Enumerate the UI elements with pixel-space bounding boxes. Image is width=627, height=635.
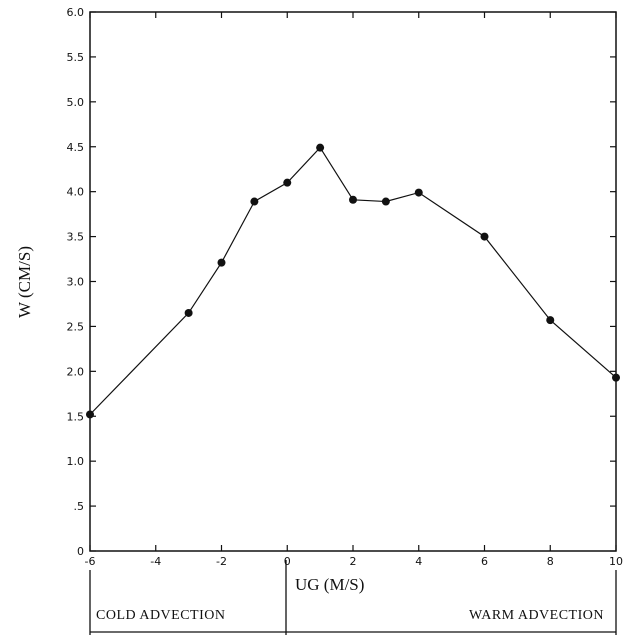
y-axis-title: W (CM/S): [15, 246, 34, 318]
x-tick-label: -2: [216, 555, 227, 568]
data-point: [250, 197, 259, 206]
x-tick-label: 8: [547, 555, 554, 568]
x-tick-label: 0: [284, 555, 291, 568]
y-tick-label: 1.0: [67, 455, 85, 468]
x-tick-label: 10: [609, 555, 623, 568]
plot-frame: [89, 11, 617, 552]
data-point: [316, 143, 325, 152]
y-tick-label: 4.5: [67, 141, 85, 154]
advection-regions: COLD ADVECTION WARM ADVECTION: [89, 560, 617, 635]
data-point: [381, 197, 390, 206]
x-tick-label: 4: [415, 555, 422, 568]
data-point: [217, 258, 226, 267]
region-label-warm: WARM ADVECTION: [469, 608, 604, 623]
region-label-cold: COLD ADVECTION: [96, 608, 226, 623]
data-point: [184, 308, 193, 317]
data-point: [86, 410, 94, 419]
data-point: [283, 178, 292, 187]
x-tick-label: -4: [150, 555, 161, 568]
y-tick-label: 4.0: [67, 186, 85, 199]
x-tick-label: 6: [481, 555, 488, 568]
y-tick-label: 3.0: [67, 276, 85, 289]
y-tick-label: 3.5: [67, 231, 85, 244]
y-tick-label: 2.5: [67, 320, 85, 333]
y-tick-label: 0: [77, 545, 84, 558]
x-tick-label: -6: [85, 555, 96, 568]
y-tick-label: .5: [74, 500, 85, 513]
data-point: [349, 195, 357, 204]
y-axis: 0 .5 1.0 1.5 2.0 2.5 3.0 3.5 4.0 4.5 5.0 5.5 6.0: [67, 6, 616, 558]
y-tick-label: 2.0: [67, 365, 85, 378]
data-point: [612, 373, 620, 382]
data-point: [414, 188, 423, 197]
y-tick-label: 5.0: [67, 96, 85, 109]
x-tick-label: 2: [350, 555, 357, 568]
y-tick-label: 1.5: [67, 410, 85, 423]
y-tick-label: 5.5: [67, 51, 85, 64]
data-point: [546, 316, 555, 325]
series-points: [86, 143, 620, 419]
x-axis-title: UG (M/S): [295, 575, 364, 594]
series-line: [89, 146, 617, 415]
data-point: [480, 232, 489, 241]
x-axis: -6 -4 -2 0 2 4 6 8 10: [85, 12, 623, 568]
y-tick-label: 6.0: [67, 6, 85, 19]
